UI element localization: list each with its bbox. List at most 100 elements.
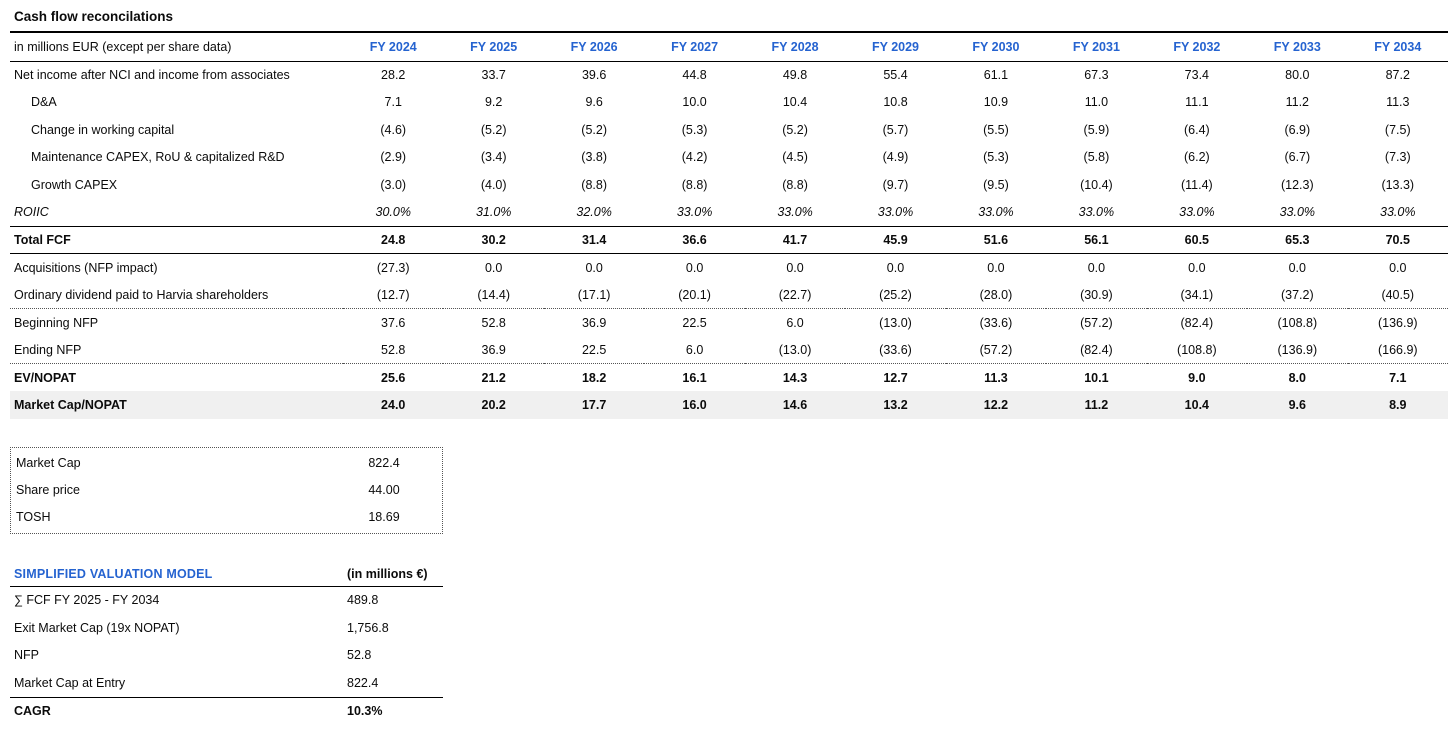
cell-value: 0.0 [1087, 260, 1106, 275]
cell-value: (28.0) [979, 287, 1013, 302]
cell-value: 10.9 [983, 95, 1009, 110]
cell-value: (108.8) [1247, 308, 1348, 336]
unit-label: in millions EUR (except per share data) [10, 33, 343, 62]
cell-value: 33.0% [1078, 205, 1115, 219]
row-label: Growth CAPEX [31, 177, 118, 192]
cell-value: (33.6) [879, 342, 912, 357]
cell-value: 44.00 [368, 483, 400, 497]
cell-value: 0.0 [585, 260, 603, 275]
cell-value: (5.7) [882, 122, 909, 137]
cell-value: (9.7) [882, 177, 909, 192]
column-header: FY 2031 [1046, 33, 1147, 62]
row-label: Change in working capital [31, 122, 175, 137]
list-item: TOSH 18.69 [11, 504, 442, 531]
list-item: Market Cap at Entry 822.4 [10, 669, 443, 697]
cell-value: (2.9) [380, 150, 407, 165]
cell-value: (11.4) [1180, 177, 1213, 192]
cell-value: 37.6 [343, 308, 444, 336]
cell-value: (27.3) [376, 260, 410, 275]
table-row: Maintenance CAPEX, RoU & capitalized R&D… [10, 144, 1448, 172]
cell-value: (12.3) [1280, 177, 1314, 192]
row-label: Ending NFP [14, 342, 82, 357]
cell-value: 36.9 [543, 308, 645, 336]
cell-value: 10.4 [1146, 391, 1248, 419]
cell-value: 1,756.8 [347, 620, 389, 635]
cell-value: (3.0) [380, 177, 407, 192]
cell-value: 12.7 [845, 363, 946, 391]
valuation-model-title: SIMPLIFIED VALUATION MODEL [14, 566, 213, 581]
cell-value: (5.3) [681, 122, 708, 137]
cell-value: 39.6 [581, 68, 607, 82]
column-header: FY 2030 [945, 33, 1047, 62]
cell-value: (40.5) [1381, 287, 1415, 302]
cell-value: 10.8 [883, 95, 908, 110]
cell-value: 9.6 [1247, 391, 1348, 419]
cell-value: (3.8) [581, 150, 607, 165]
cell-value: 8.0 [1247, 363, 1348, 391]
cell-value: (9.5) [983, 177, 1009, 192]
cell-value: 16.0 [644, 391, 745, 419]
cell-value: 11.0 [1084, 95, 1109, 110]
row-label: Total FCF [10, 225, 343, 254]
cell-value: 0.0 [1288, 260, 1306, 275]
cell-value: (4.9) [882, 150, 909, 165]
cell-value: (6.7) [1284, 150, 1311, 165]
cell-value: 0.0 [886, 260, 905, 275]
row-label: ROIIC [14, 205, 49, 219]
cell-value: (6.2) [1184, 150, 1210, 165]
cell-value: (20.1) [678, 287, 711, 302]
cell-value: 11.2 [1046, 391, 1147, 419]
cell-value: 73.4 [1184, 68, 1210, 82]
cell-value: 33.0% [676, 205, 713, 219]
cell-value: (4.5) [782, 150, 808, 165]
row-label: TOSH [16, 510, 51, 524]
column-header: FY 2029 [845, 33, 946, 62]
cell-value: 11.2 [1285, 95, 1309, 110]
cell-value: (5.8) [1083, 150, 1110, 165]
cell-value: (5.9) [1083, 122, 1110, 137]
cell-value: (25.2) [879, 287, 912, 302]
cell-value: 10.0 [682, 95, 707, 110]
table-row: Beginning NFP 37.6 52.8 36.9 22.5 6.0 (13.0) (3… [10, 308, 1448, 336]
row-label: Market Cap/NOPAT [10, 391, 343, 419]
cell-value: 41.7 [744, 225, 846, 254]
table-row: D&A 7.1 9.2 9.6 10.0 10.4 10.8 10.9 11.0 11.1 11.2… [10, 89, 1448, 117]
cell-value: 31.4 [543, 225, 645, 254]
cell-value: 61.1 [983, 68, 1009, 82]
cell-value: 33.0% [1179, 205, 1215, 219]
row-label: Ordinary dividend paid to Harvia shareho… [14, 287, 269, 302]
cell-value: 33.0% [978, 205, 1014, 219]
cell-value: (166.9) [1377, 342, 1418, 357]
cell-value: (12.7) [376, 287, 410, 302]
cell-value: 11.3 [1386, 95, 1410, 110]
list-item: Exit Market Cap (19x NOPAT) 1,756.8 [10, 614, 443, 642]
cell-value: (13.0) [845, 308, 946, 336]
column-header: FY 2025 [443, 33, 544, 62]
cell-value: 0.0 [1188, 260, 1206, 275]
cell-value: (30.9) [1080, 287, 1113, 302]
table-row: Change in working capital (4.6) (5.2) (5.2)… [10, 116, 1448, 144]
cell-value: 52.8 [443, 308, 544, 336]
cell-value: 33.0% [777, 205, 813, 219]
cashflow-table: in millions EUR (except per share data) … [10, 33, 1448, 419]
row-label: NFP [14, 648, 39, 663]
table-row: Total FCF 24.8 30.2 31.4 36.6 41.7 45.9 51.6 56.… [10, 225, 1448, 254]
cell-value: (5.3) [983, 150, 1009, 165]
valuation-model-header: SIMPLIFIED VALUATION MODEL (in millions … [10, 563, 443, 587]
cell-value: (4.0) [480, 177, 507, 192]
row-label: Share price [16, 483, 80, 497]
cell-value: (136.9) [1277, 342, 1318, 357]
table-row: Growth CAPEX (3.0) (4.0) (8.8) (8.8) (8.8) (9.… [10, 171, 1448, 199]
cell-value: 10.4 [782, 95, 808, 110]
cell-value: 17.7 [543, 391, 645, 419]
cell-value: 80.0 [1285, 68, 1310, 82]
column-header: FY 2033 [1247, 33, 1348, 62]
cell-value: 13.2 [845, 391, 946, 419]
cell-value: 0.0 [1389, 260, 1407, 275]
table-row: Market Cap/NOPAT 24.0 20.2 17.7 16.0 14.6 13.2… [10, 391, 1448, 419]
row-label: Maintenance CAPEX, RoU & capitalized R&D [31, 150, 285, 165]
cell-value: 67.3 [1084, 68, 1109, 82]
cell-value: 7.1 [384, 95, 402, 110]
cell-value: (136.9) [1347, 308, 1448, 336]
